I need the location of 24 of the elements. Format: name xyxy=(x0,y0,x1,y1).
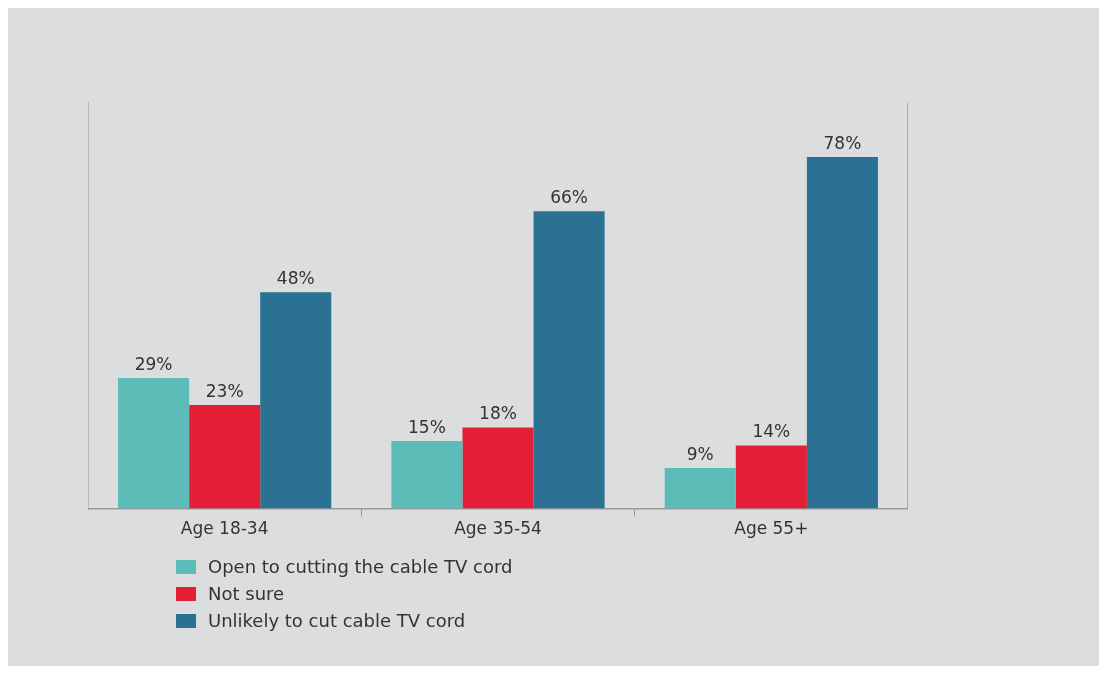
bar xyxy=(533,211,605,509)
bar xyxy=(391,441,463,509)
data-label: 23% xyxy=(205,380,244,401)
bar xyxy=(806,157,878,509)
bar xyxy=(189,404,261,509)
bar xyxy=(462,427,534,509)
legend-label: Not sure xyxy=(208,583,285,604)
data-label: 78% xyxy=(823,133,862,153)
data-label: 9% xyxy=(686,443,714,464)
x-tick-label: Age 35-54 xyxy=(454,518,542,539)
data-label: 29% xyxy=(134,353,173,374)
data-label: 14% xyxy=(752,421,791,442)
bar xyxy=(118,377,190,509)
x-tick-label: Age 18-34 xyxy=(180,518,269,539)
data-label: 15% xyxy=(408,416,446,437)
data-label: 48% xyxy=(276,268,315,289)
bar xyxy=(664,468,736,509)
legend-label: Unlikely to cut cable TV cord xyxy=(208,610,466,631)
legend-label: Open to cutting the cable TV cord xyxy=(208,556,513,577)
data-label: 66% xyxy=(550,187,588,208)
bar xyxy=(260,292,332,509)
bar xyxy=(735,445,807,509)
x-tick-label: Age 55+ xyxy=(734,518,809,539)
data-label: 18% xyxy=(479,403,517,424)
